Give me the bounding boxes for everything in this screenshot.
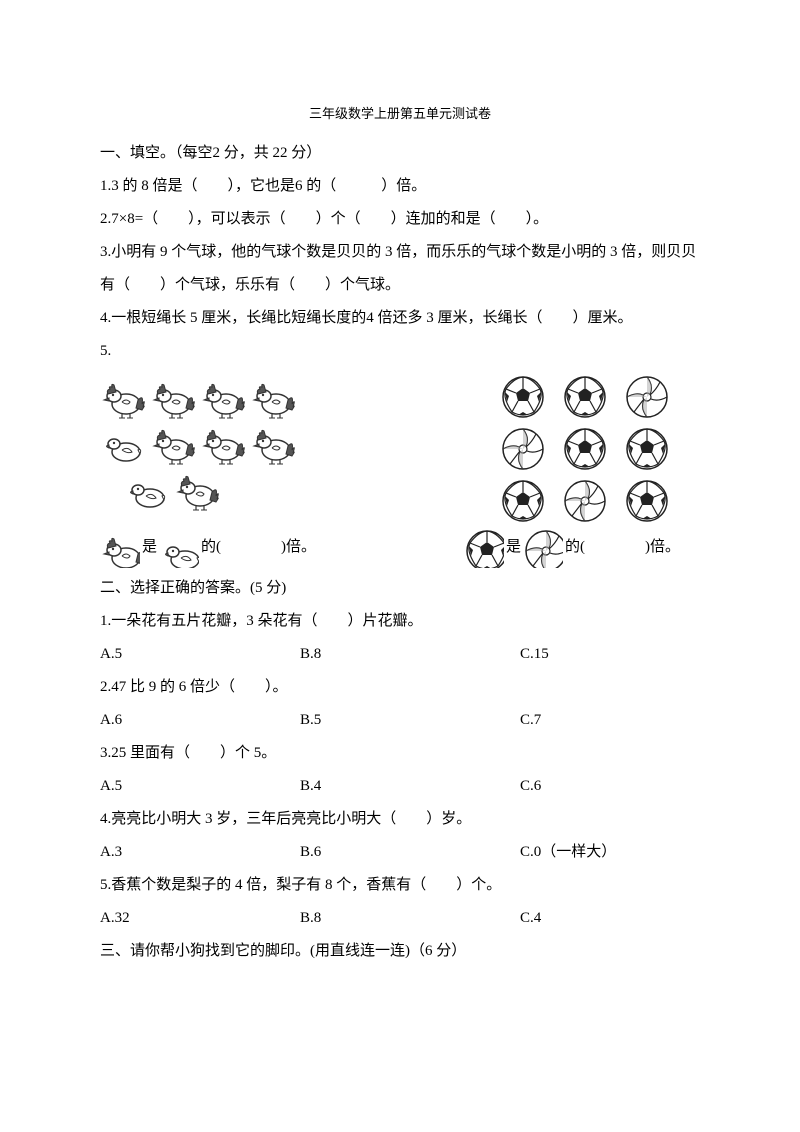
beach-ball-icon [562,478,608,524]
soccer-ball-icon [500,478,546,524]
caption-text: 的( )倍。 [565,531,680,564]
s2-q2: 2.47 比 9 的 6 倍少（ ）。 [100,671,700,704]
option-b: B.8 [300,902,520,935]
page-title: 三年级数学上册第五单元测试卷 [100,100,700,129]
s2-q1: 1.一朵花有五片花瓣，3 朵花有（ ）片花瓣。 [100,605,700,638]
section2-header: 二、选择正确的答案。(5 分) [100,572,700,605]
option-c: C.7 [520,704,700,737]
caption-text: 是 [142,531,157,564]
option-a: A.5 [100,638,300,671]
beach-ball-icon [500,426,546,472]
s1-q3: 3.小明有 9 个气球，他的气球个数是贝贝的 3 倍，而乐乐的气球个数是小明的 … [100,236,700,302]
s2-q3-options: A.5 B.4 C.6 [100,770,700,803]
s1-q2: 2.7×8=（ ），可以表示（ ）个（ ）连加的和是（ ）。 [100,203,700,236]
beach-ball-icon [624,374,670,420]
rooster-icon [200,374,246,420]
soccer-ball-icon [562,426,608,472]
rooster-icon [100,374,146,420]
s2-q2-options: A.6 B.5 C.7 [100,704,700,737]
rooster-icon [200,420,246,466]
option-b: B.5 [300,704,520,737]
soccer-ball-icon [624,426,670,472]
s2-q5-options: A.32 B.8 C.4 [100,902,700,935]
s1-q4: 4.一根短绳长 5 厘米，长绳比短绳长度的4 倍还多 3 厘米，长绳长（ ）厘米… [100,302,700,335]
duck-icon [100,420,146,466]
option-a: A.3 [100,836,300,869]
q5-captions: 是 的( )倍。 是 的( )倍。 [100,528,700,568]
soccer-ball-icon [464,528,504,568]
section1-header: 一、填空。（每空2 分，共 22 分） [100,137,700,170]
caption-right: 是 的( )倍。 [464,528,680,568]
option-a: A.5 [100,770,300,803]
balls-figure [500,374,680,524]
s2-q3: 3.25 里面有（ ）个 5。 [100,737,700,770]
section3-header: 三、请你帮小狗找到它的脚印。(用直线连一连)（6 分） [100,935,700,968]
option-c: C.4 [520,902,700,935]
caption-text: 的( )倍。 [201,531,316,564]
duck-icon [124,466,170,512]
rooster-icon [150,374,196,420]
s2-q4-options: A.3 B.6 C.0（一样大） [100,836,700,869]
beach-ball-icon [523,528,563,568]
soccer-ball-icon [500,374,546,420]
caption-left: 是 的( )倍。 [100,528,316,568]
option-a: A.6 [100,704,300,737]
rooster-icon [100,528,140,568]
rooster-icon [250,420,296,466]
option-b: B.8 [300,638,520,671]
s2-q4: 4.亮亮比小明大 3 岁，三年后亮亮比小明大（ ）岁。 [100,803,700,836]
option-c: C.6 [520,770,700,803]
s1-q1: 1.3 的 8 倍是（ ），它也是6 的（ ）倍。 [100,170,700,203]
soccer-ball-icon [562,374,608,420]
animals-figure [100,374,360,524]
option-a: A.32 [100,902,300,935]
s2-q5: 5.香蕉个数是梨子的 4 倍，梨子有 8 个，香蕉有（ ）个。 [100,869,700,902]
option-b: B.4 [300,770,520,803]
option-b: B.6 [300,836,520,869]
s2-q1-options: A.5 B.8 C.15 [100,638,700,671]
rooster-icon [150,420,196,466]
soccer-ball-icon [624,478,670,524]
s1-q5-label: 5. [100,335,700,368]
option-c: C.0（一样大） [520,836,700,869]
q5-images-row [100,374,700,524]
caption-text: 是 [506,531,521,564]
worksheet-page: 三年级数学上册第五单元测试卷 一、填空。（每空2 分，共 22 分） 1.3 的… [0,0,800,1028]
rooster-icon [174,466,220,512]
duck-icon [159,528,199,568]
rooster-icon [250,374,296,420]
option-c: C.15 [520,638,700,671]
